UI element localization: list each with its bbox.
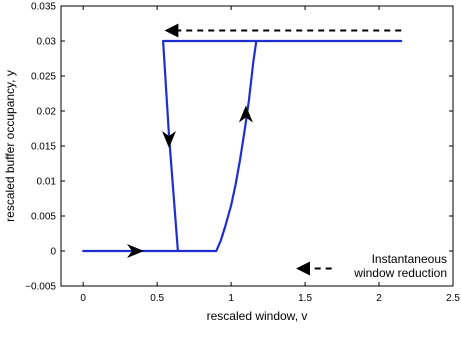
annotation-line: Instantaneous	[372, 252, 447, 266]
y-tick-label: 0.035	[31, 2, 56, 13]
y-tick-label: 0	[50, 247, 56, 258]
arrowhead-shape	[238, 105, 253, 123]
arrowhead-shape	[127, 244, 144, 258]
x-axis-label: rescaled window, v	[207, 309, 308, 323]
y-tick-label: −0.005	[25, 282, 56, 293]
y-tick-label: 0.02	[37, 107, 57, 118]
direction-arrows	[127, 23, 402, 276]
x-tick-label: 0	[80, 293, 86, 304]
x-tick-label: 1	[228, 293, 234, 304]
plot-frame	[60, 5, 454, 287]
y-tick-label: 0.005	[31, 212, 56, 223]
y-axis-label: rescaled buffer occupancy, y	[3, 70, 17, 222]
direction-arrowhead	[238, 105, 253, 123]
y-tick-label: 0.025	[31, 72, 56, 83]
direction-arrowhead	[162, 131, 176, 148]
direction-arrowhead	[127, 244, 144, 258]
x-tick-label: 0.5	[150, 293, 164, 304]
y-tick-label: 0.015	[31, 142, 56, 153]
y-tick-label: 0.03	[37, 37, 57, 48]
x-tick-label: 2.5	[446, 293, 460, 304]
x-tick-label: 2	[376, 293, 382, 304]
series-line	[82, 39, 403, 253]
x-tick-label: 1.5	[298, 293, 312, 304]
y-tick-label: 0.01	[37, 177, 57, 188]
axis-ticks: 0 0.5 1 1.5 2 2.5 −0.005 0 0.005 0.01 0.015 0.02 0.0…	[25, 2, 460, 305]
annotation-line: window reduction	[353, 266, 447, 280]
arrowhead-shape	[162, 131, 176, 148]
series-layer	[82, 39, 403, 253]
